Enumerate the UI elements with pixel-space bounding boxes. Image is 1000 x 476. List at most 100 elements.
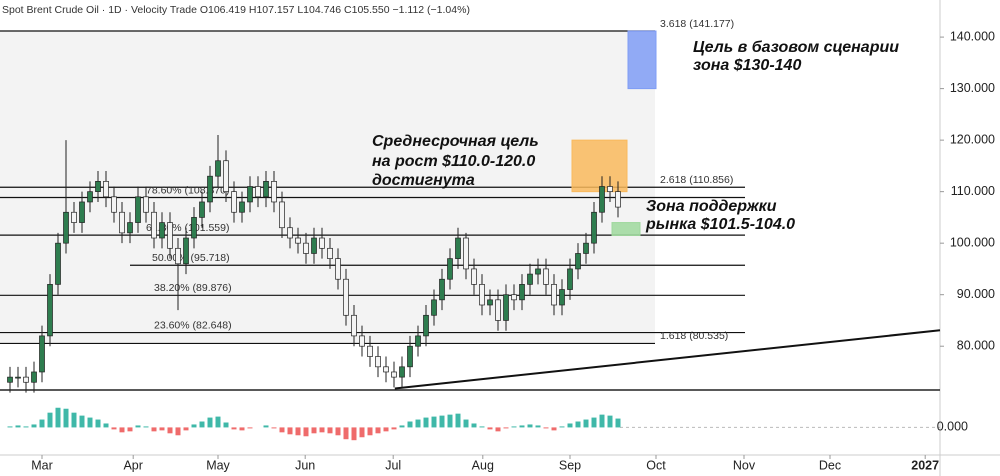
macd-bar: [127, 427, 133, 432]
x-tick-label: Jun: [295, 458, 315, 472]
level-label: 50.00% (95.718): [152, 252, 230, 264]
macd-bar: [327, 427, 333, 434]
macd-bar: [567, 423, 573, 428]
macd-bar: [143, 426, 149, 428]
macd-bar: [615, 418, 621, 428]
macd-bar: [207, 417, 213, 428]
candle-body: [55, 242, 61, 285]
macd-bar: [535, 425, 541, 428]
x-tick-label: Aug: [472, 458, 494, 472]
macd-bar: [151, 427, 157, 432]
macd-bar: [191, 424, 197, 428]
level-label: 23.60% (82.648): [154, 319, 232, 331]
macd-bar: [231, 427, 237, 430]
level-label: 3.618 (141.177): [660, 18, 734, 30]
macd-bar: [135, 425, 141, 428]
candle-body: [503, 294, 509, 321]
candle-body: [247, 186, 253, 203]
macd-bar: [383, 427, 389, 432]
macd-bar: [575, 421, 581, 428]
candle-body: [191, 217, 197, 239]
candle-body: [15, 376, 21, 379]
macd-bar: [15, 425, 21, 428]
candle-body: [551, 284, 557, 306]
macd-bar: [367, 427, 373, 436]
macd-bar: [263, 425, 269, 428]
macd-bar: [95, 419, 101, 428]
macd-bar: [295, 427, 301, 436]
annotation: на рост $110.0-120.0: [372, 153, 535, 170]
candle-body: [343, 278, 349, 316]
candle-body: [231, 191, 237, 213]
candle-body: [535, 268, 541, 275]
macd-bar: [495, 427, 501, 432]
candle-body: [295, 237, 301, 244]
candle-body: [183, 237, 189, 265]
candle-body: [319, 237, 325, 249]
macd-bar: [71, 412, 77, 428]
candle-body: [111, 196, 117, 213]
y-tick-label: 110.000: [951, 184, 995, 198]
macd-bar: [423, 417, 429, 428]
macd-bar: [591, 417, 597, 428]
candle-body: [583, 242, 589, 254]
chart-title: Spot Brent Crude Oil · 1D · Velocity Tra…: [2, 4, 470, 16]
candle-body: [391, 371, 397, 378]
candle-body: [351, 314, 357, 337]
macd-bar: [479, 426, 485, 428]
target-zone: [571, 139, 628, 193]
candle-body: [439, 278, 445, 301]
y-tick-label: 100.000: [950, 235, 995, 249]
macd-bar: [103, 423, 109, 428]
macd-bar: [167, 427, 173, 434]
candle-body: [463, 237, 469, 270]
candle-body: [39, 335, 45, 373]
candle-body: [431, 299, 437, 316]
macd-bar: [79, 415, 85, 428]
macd-bar: [431, 416, 437, 428]
macd-bar: [7, 426, 13, 428]
target-zone: [611, 222, 641, 236]
macd-tick-label: 0.000: [937, 420, 968, 434]
annotation: зона $130-140: [693, 57, 801, 74]
candle-body: [575, 253, 581, 270]
macd-bar: [471, 423, 477, 428]
macd-bar: [287, 427, 293, 435]
candle-body: [359, 335, 365, 347]
y-tick-label: 120.000: [950, 132, 995, 146]
macd-bar: [215, 416, 221, 428]
macd-bar: [399, 425, 405, 428]
annotation: достигнута: [372, 172, 475, 189]
candle-body: [47, 284, 53, 337]
candle-body: [591, 211, 597, 244]
macd-bar: [271, 427, 277, 429]
candle-body: [415, 335, 421, 347]
annotation: Цель в базовом сценарии: [693, 39, 899, 56]
candle-body: [263, 180, 269, 198]
macd-bar: [47, 412, 53, 428]
macd-bar: [543, 427, 549, 429]
candle-body: [303, 242, 309, 254]
candle-body: [559, 289, 565, 306]
candle-body: [527, 273, 533, 285]
candle-body: [311, 237, 317, 254]
candle-body: [519, 284, 525, 301]
macd-bar: [247, 427, 253, 429]
y-tick-label: 140.000: [950, 29, 995, 43]
y-tick-label: 90.000: [957, 287, 995, 301]
annotation: рынка $101.5-104.0: [645, 216, 795, 233]
macd-bar: [439, 415, 445, 428]
x-tick-label: Apr: [123, 458, 142, 472]
macd-bar: [343, 427, 349, 440]
macd-bar: [23, 426, 29, 428]
candle-body: [471, 268, 477, 285]
level-label: 2.618 (110.856): [660, 174, 733, 186]
level-label: 38.20% (89.876): [154, 282, 232, 294]
x-tick-label: 2027: [911, 458, 939, 472]
candle-body: [151, 211, 157, 239]
macd-bar: [503, 427, 509, 429]
level-label: 61.80% (101.559): [146, 222, 229, 234]
macd-bar: [239, 427, 245, 431]
macd-bar: [487, 427, 493, 430]
